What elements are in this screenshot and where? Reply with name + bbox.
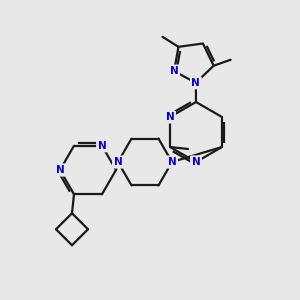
Text: N: N [191,78,200,88]
Text: N: N [56,165,64,175]
Text: N: N [192,157,200,167]
Text: N: N [168,157,176,167]
Text: N: N [170,66,178,76]
Text: N: N [114,157,122,167]
Text: N: N [98,141,106,151]
Text: N: N [166,112,174,122]
